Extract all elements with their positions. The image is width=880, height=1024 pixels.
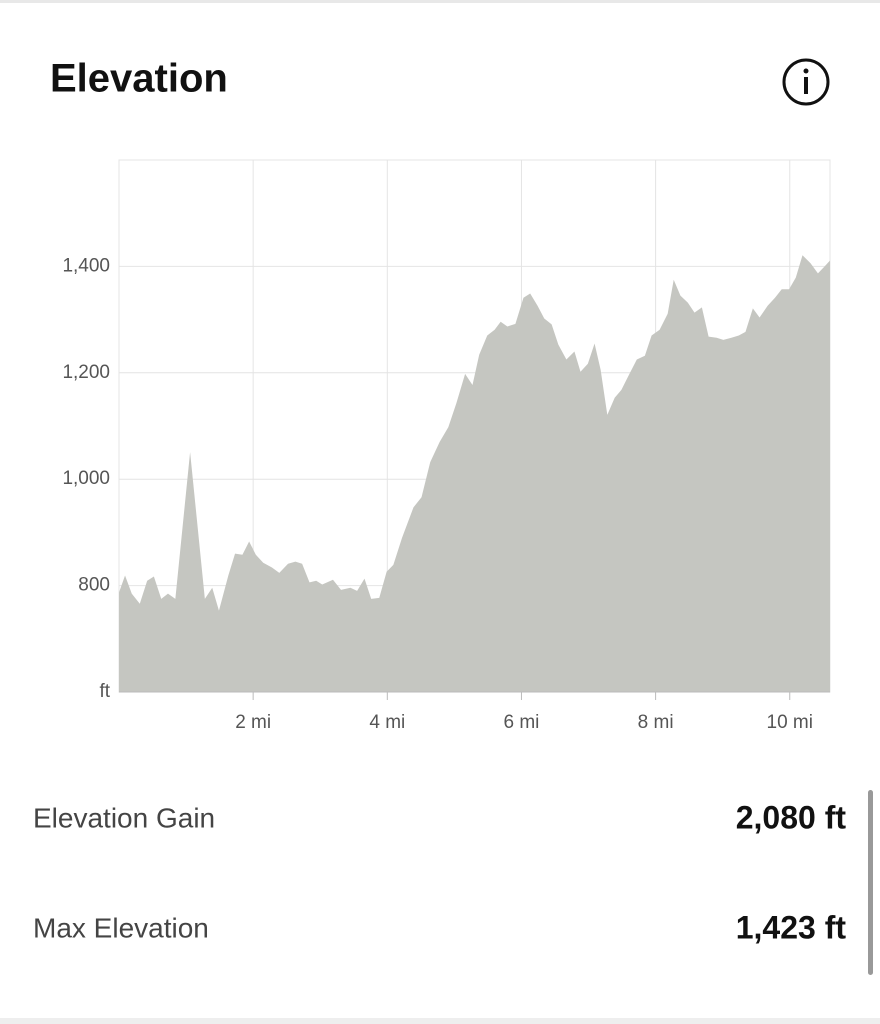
info-button[interactable]: [782, 58, 830, 106]
stat-value: 2,080 ft: [736, 799, 847, 835]
y-tick-label: 1,200: [62, 362, 110, 383]
x-tick-label: 4 mi: [369, 712, 405, 733]
x-tick-label: 8 mi: [638, 712, 674, 733]
elevation-area: [119, 255, 830, 692]
scrollbar[interactable]: [868, 790, 873, 975]
info-dot: [803, 68, 809, 74]
info-bar: [804, 77, 808, 94]
title: Elevation: [50, 57, 228, 101]
x-tick-label: 10 mi: [767, 712, 813, 733]
stat-label: Elevation Gain: [33, 802, 215, 833]
plot: ft 800 1,000 1,200 1,400 2 mi 4 mi 6 mi 8 mi 10 m…: [62, 159, 831, 733]
y-tick-label: 1,400: [62, 255, 110, 276]
y-tick-label: ft: [99, 681, 110, 702]
y-tick-label: 800: [78, 575, 110, 596]
stat-value: 1,423 ft: [736, 909, 847, 945]
info-circle: [782, 58, 830, 106]
top-edge: [0, 0, 880, 3]
stat-label: Max Elevation: [33, 912, 209, 943]
x-tick-label: 6 mi: [503, 712, 539, 733]
bottom-edge: [0, 1018, 880, 1024]
x-tick-label: 2 mi: [235, 712, 271, 733]
y-tick-label: 1,000: [62, 468, 110, 489]
